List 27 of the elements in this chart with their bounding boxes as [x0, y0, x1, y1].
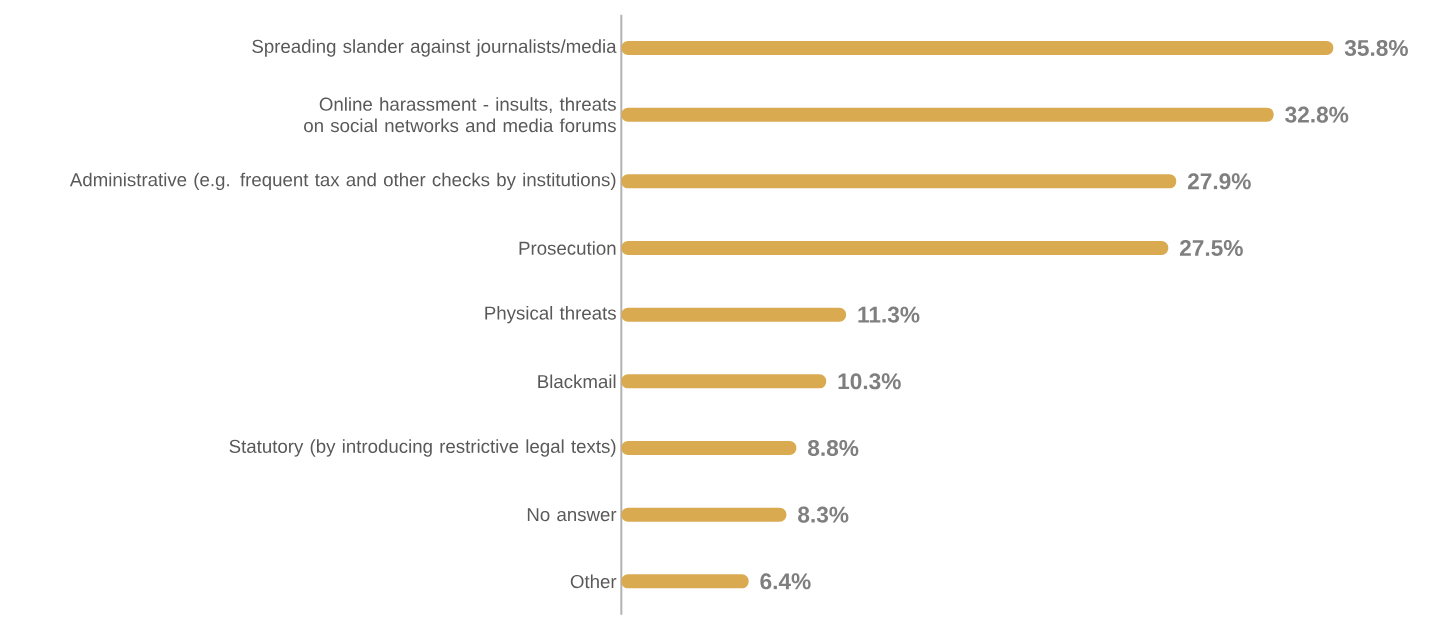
data-label: 11.3% — [858, 306, 920, 323]
y-tick-label: No answer — [527, 508, 617, 522]
data-label: 35.8% — [1344, 39, 1408, 57]
y-tick-label: Online harassment - insults, threats on social networks and media forums — [304, 97, 616, 133]
bar — [621, 41, 1334, 55]
data-label: 8.8% — [807, 439, 859, 457]
bar — [621, 507, 787, 522]
y-tick-label: Other — [570, 574, 617, 589]
bar — [621, 307, 847, 322]
data-label: 32.8% — [1285, 106, 1349, 123]
bar — [621, 240, 1169, 255]
bar — [621, 374, 827, 389]
y-tick-label: Blackmail — [538, 374, 616, 389]
y-tick-label: Prosecution — [519, 241, 616, 255]
y-tick-label: Physical threats — [485, 305, 616, 324]
data-label: 8.3% — [798, 506, 849, 523]
data-label: 27.9% — [1187, 173, 1251, 190]
data-label: 27.5% — [1179, 239, 1243, 257]
y-tick-label: Administrative (e.g. frequent tax and other checks by institutions) — [69, 172, 616, 191]
bar — [621, 440, 797, 455]
y-tick-label: Statutory (by introducing restrictive legal texts) — [229, 439, 616, 457]
data-label: 10.3% — [838, 373, 901, 390]
bar — [621, 107, 1274, 122]
bar — [621, 574, 749, 589]
data-label: 6.4% — [760, 573, 811, 590]
bar — [621, 174, 1177, 189]
y-tick-label: Spreading slander against journalists/media — [252, 39, 617, 57]
